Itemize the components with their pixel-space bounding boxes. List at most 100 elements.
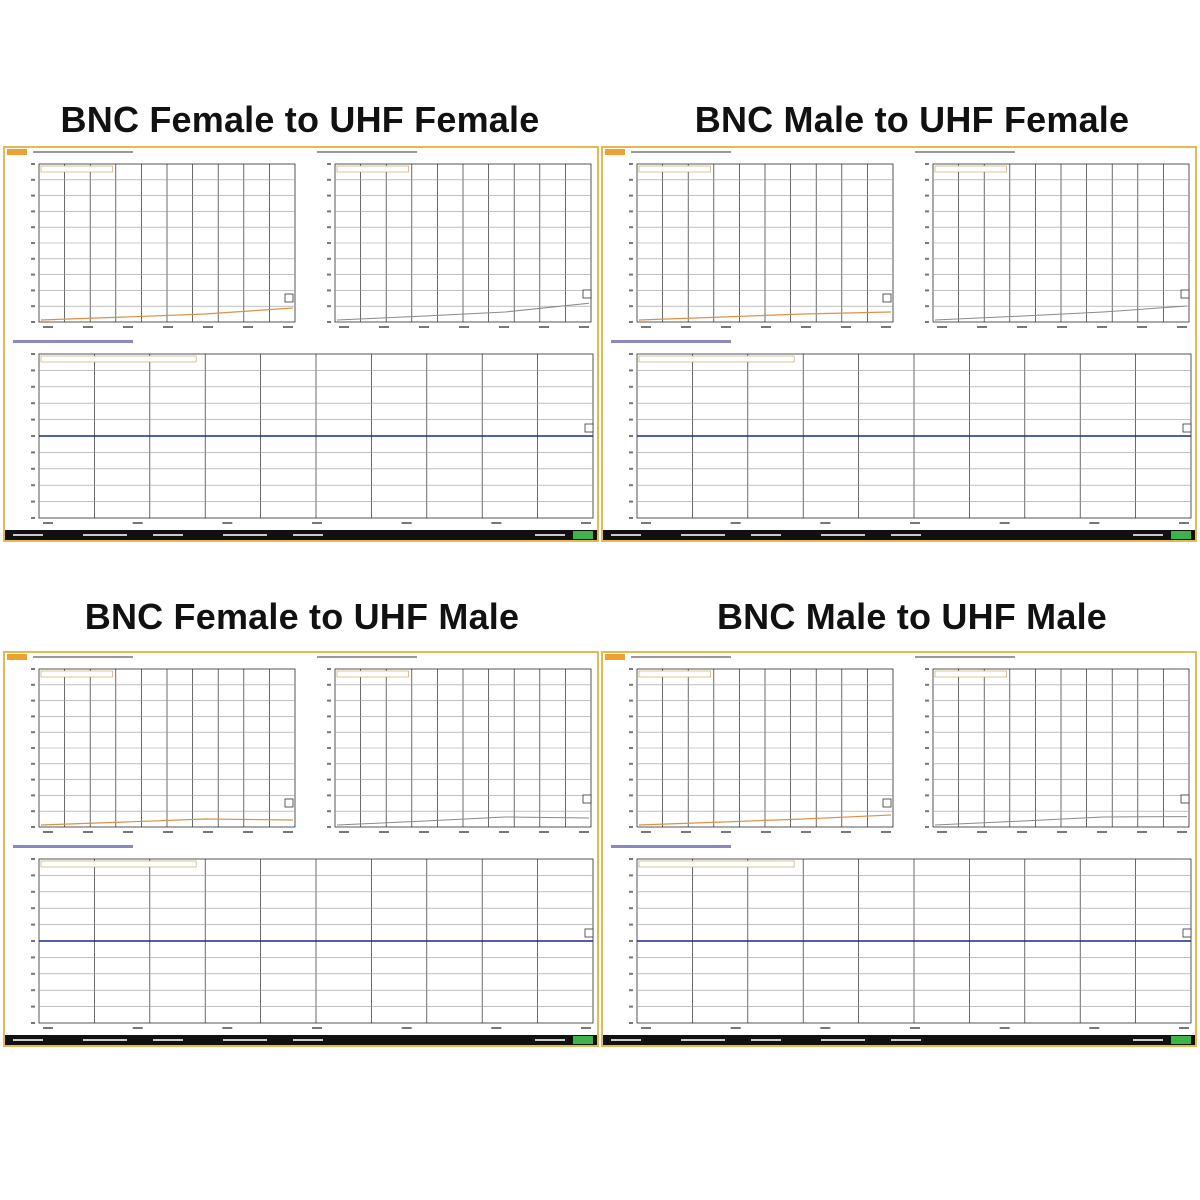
phase-grid-ytick	[629, 874, 633, 877]
status-indicator-icon	[1171, 1036, 1191, 1044]
transmission-grid-ytick	[925, 699, 929, 702]
toolbar-strip	[5, 653, 597, 661]
phase-grid-ytick	[629, 353, 633, 355]
marker-icon	[1180, 794, 1190, 804]
reflection-grid-xtick	[681, 326, 691, 328]
phase-grid-xtick	[43, 1027, 53, 1029]
analyzer-display	[603, 653, 1195, 1045]
transmission-grid-xtick	[1057, 831, 1067, 833]
phase-grid-xtick	[132, 522, 143, 524]
status-indicator-icon	[1171, 531, 1191, 539]
transmission-grid-xtick	[1137, 326, 1147, 328]
reflection-grid-ytick	[629, 257, 633, 260]
marker-icon	[284, 293, 294, 303]
heading-bnc-male-uhf-female: BNC Male to UHF Female	[694, 99, 1130, 140]
phase-grid-xtick	[730, 1027, 741, 1029]
reflection-grid-xtick	[83, 831, 93, 833]
status-text	[13, 534, 43, 536]
toolbar-caption	[631, 151, 731, 153]
status-text	[223, 534, 267, 536]
phase-grid-xtick	[1089, 1027, 1100, 1029]
phase-grid-legend-box	[638, 860, 795, 868]
transmission-grid-ytick	[327, 762, 331, 765]
transmission-grid-legend-box	[336, 165, 409, 173]
reflection-grid-ytick	[31, 699, 35, 702]
toolbar-strip	[603, 653, 1195, 661]
reflection-grid-xtick	[881, 831, 891, 833]
transmission-grid-ytick	[925, 178, 929, 181]
transmission-grid-ytick	[327, 747, 331, 749]
reflection-grid-ytick	[31, 210, 35, 213]
phase-grid-ytick	[629, 467, 633, 470]
reflection-grid-ytick	[629, 747, 633, 749]
transmission-grid-xtick	[1017, 831, 1027, 833]
transmission-grid-xtick	[1137, 831, 1147, 833]
transmission-grid-ytick	[327, 210, 331, 213]
status-text	[1133, 1039, 1163, 1041]
transmission-grid-xtick	[459, 831, 469, 833]
reflection-grid-ytick	[629, 210, 633, 213]
phase-grid-legend-box	[40, 355, 197, 363]
phase-grid-xtick	[730, 522, 741, 524]
transmission-grid-legend-box	[336, 670, 409, 678]
reflection-grid-xtick	[43, 831, 53, 833]
transmission-grid-ytick	[327, 178, 331, 181]
transmission-grid-ytick	[925, 826, 929, 828]
reflection-grid-ytick	[31, 683, 35, 686]
phase-grid-ytick	[31, 940, 35, 942]
reflection-grid-ytick	[31, 731, 35, 734]
transmission-grid	[925, 163, 1190, 328]
reflection-grid-xtick	[841, 831, 851, 833]
transmission-grid-ytick	[925, 210, 929, 213]
phase-caption	[13, 340, 133, 343]
phase-grid-ytick	[31, 467, 35, 470]
transmission-grid-ytick	[925, 289, 929, 292]
phase-grid-xtick	[312, 1027, 322, 1029]
status-text	[751, 1039, 781, 1041]
toolbar-caption	[915, 656, 1015, 658]
analyzer-display	[5, 148, 597, 540]
phase-grid-ytick	[629, 385, 633, 388]
status-text	[1133, 534, 1163, 536]
reflection-grid-xtick	[641, 326, 651, 328]
transmission-grid-ytick	[327, 273, 331, 276]
transmission-grid-xtick	[419, 831, 429, 833]
transmission-grid-ytick	[925, 257, 929, 260]
transmission-grid-ytick	[925, 715, 929, 718]
transmission-grid-ytick	[925, 731, 929, 734]
transmission-grid-ytick	[327, 163, 331, 165]
phase-grid-xtick	[641, 522, 651, 524]
status-text	[153, 534, 183, 536]
reflection-grid-xtick	[283, 831, 293, 833]
transmission-grid-ytick	[327, 715, 331, 718]
phase-grid-xtick	[581, 522, 591, 524]
toolbar-caption	[33, 151, 133, 153]
phase-grid-ytick	[31, 435, 35, 437]
phase-grid	[31, 353, 594, 524]
transmission-grid-xtick	[419, 326, 429, 328]
reflection-grid-xtick	[801, 326, 811, 328]
phase-grid-ytick	[629, 369, 633, 372]
status-text	[535, 1039, 565, 1041]
phase-grid-xtick	[132, 1027, 143, 1029]
reflection-grid-xtick	[43, 326, 53, 328]
transmission-grid	[327, 668, 592, 833]
phase-grid-ytick	[629, 402, 633, 405]
marker-icon	[1182, 928, 1192, 938]
phase-grid-ytick	[629, 890, 633, 893]
analyzer-screen-bnc-female-uhf-female	[3, 146, 599, 542]
phase-grid-ytick	[31, 907, 35, 910]
transmission-grid-ytick	[327, 699, 331, 702]
transmission-grid-ytick	[327, 683, 331, 686]
transmission-grid-legend-box	[934, 670, 1007, 678]
transmission-grid-ytick	[925, 321, 929, 323]
reflection-grid-ytick	[31, 194, 35, 197]
phase-grid-ytick	[31, 972, 35, 975]
reflection-grid	[629, 163, 894, 328]
reflection-grid-xtick	[123, 831, 133, 833]
reflection-grid-ytick	[629, 321, 633, 323]
phase-grid-ytick	[31, 500, 35, 503]
transmission-grid-ytick	[327, 257, 331, 260]
toolbar-caption	[317, 656, 417, 658]
reflection-grid-ytick	[629, 778, 633, 781]
